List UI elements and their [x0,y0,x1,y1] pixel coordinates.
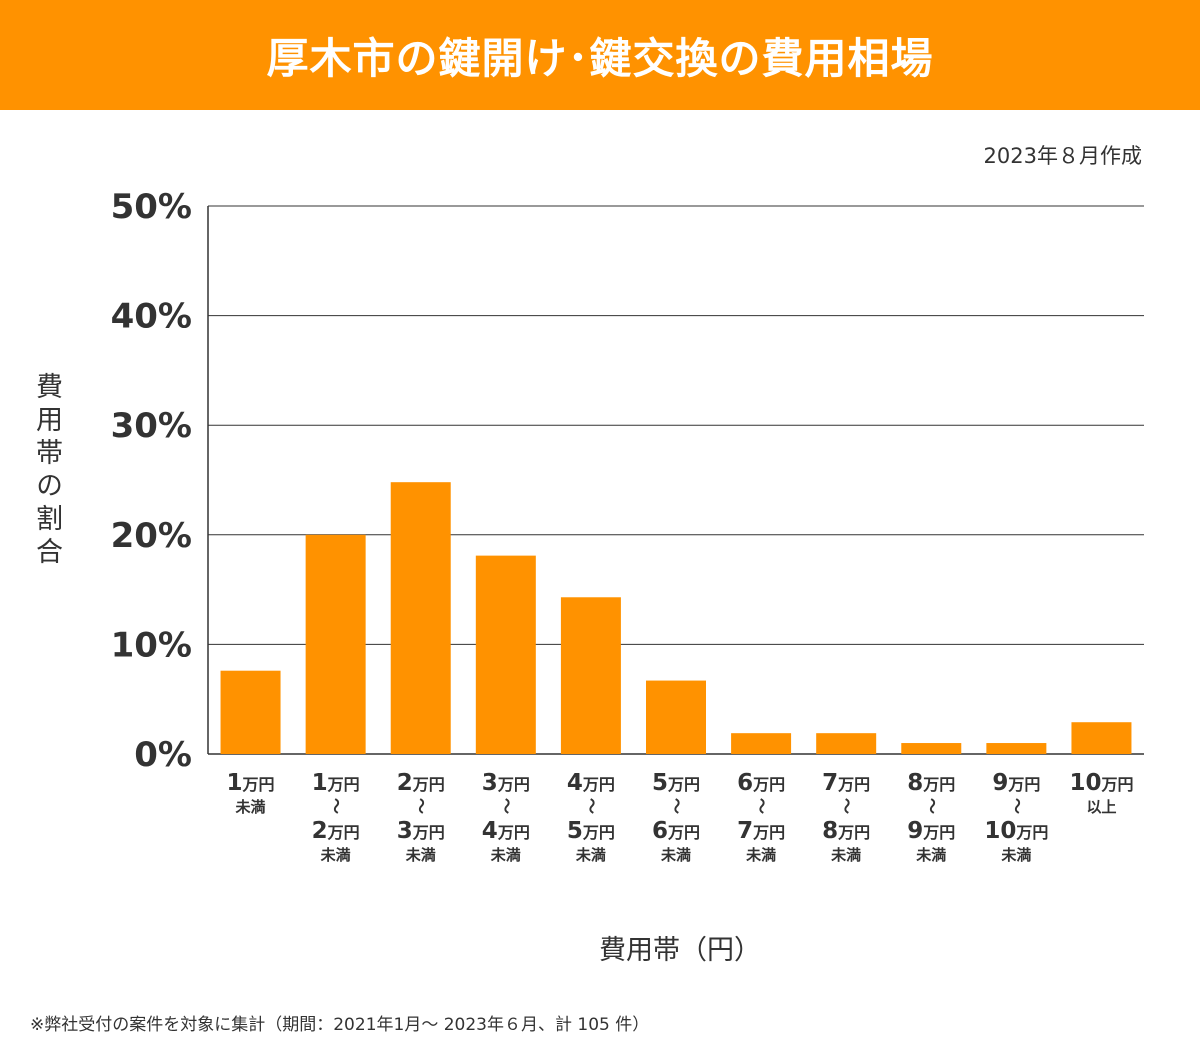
y-tick-label: 30% [111,406,192,446]
y-tick-label: 0% [134,735,192,775]
x-tick-label: 4万円 [482,818,530,844]
bar [1071,722,1132,754]
x-tick-label: 6万円 [652,818,700,844]
x-tick-label: 5万円 [652,770,700,796]
header-banner: 厚木市の鍵開け･鍵交換の費用相場 [0,0,1200,110]
x-tick-label: ～ [837,798,856,814]
y-axis-label: 費用帯の割合 [31,372,62,570]
x-tick-label: 未満 [660,846,691,864]
x-axis-label: 費用帯（円） [599,935,761,966]
bar [305,534,366,754]
x-tick-label: 7万円 [737,818,785,844]
x-tick-label: 2万円 [397,770,445,796]
x-tick-label: ～ [667,798,686,814]
x-tick-label: ～ [412,798,431,814]
bar [816,733,877,754]
y-tick-label: 20% [111,516,192,556]
x-tick-label: ～ [752,798,771,814]
x-tick-label: 未満 [745,846,776,864]
x-tick-label: 未満 [915,846,946,864]
x-tick-label: 10万円 [984,818,1048,844]
x-tick-label: 3万円 [482,770,530,796]
x-tick-label: 7万円 [822,770,870,796]
x-tick-label: 未満 [320,846,351,864]
bar [560,597,621,754]
x-tick-label: 3万円 [397,818,445,844]
bar [646,680,706,754]
x-tick-label: ～ [582,798,601,814]
y-tick-label: 50% [111,187,192,227]
x-tick-label: 未満 [575,846,606,864]
bar [901,743,962,754]
x-tick-label: 未満 [830,846,861,864]
y-tick-label: 40% [111,297,192,337]
x-tick-label: 6万円 [737,770,785,796]
bar [475,555,536,754]
x-tick-label: 5万円 [567,818,615,844]
x-tick-label: 未満 [490,846,521,864]
x-tick-label: 9万円 [907,818,955,844]
x-tick-label: 4万円 [567,770,615,796]
x-tick-label: 1万円 [227,770,275,796]
bar [731,733,792,754]
x-tick-label: 8万円 [907,770,955,796]
x-tick-label: 未満 [235,798,266,816]
x-tick-label: ～ [327,798,346,814]
x-tick-label: ～ [1007,798,1026,814]
x-tick-label: 以上 [1086,798,1116,816]
x-tick-label: 未満 [1000,846,1031,864]
bar [390,482,451,754]
created-date: 2023年８月作成 [983,144,1142,168]
bar [220,670,281,754]
x-tick-label: 2万円 [312,818,360,844]
chart-title: 厚木市の鍵開け･鍵交換の費用相場 [266,33,934,83]
x-tick-label: 9万円 [992,770,1040,796]
x-tick-label: 10万円 [1069,770,1133,796]
x-tick-label: 1万円 [312,770,360,796]
y-tick-label: 10% [111,625,192,665]
x-tick-label: 未満 [405,846,436,864]
x-tick-label: ～ [497,798,516,814]
bar [986,743,1047,754]
footnote: ※弊社受付の案件を対象に集計（期間：2021年1月～ 2023年６月、計 105… [30,1015,650,1035]
x-tick-label: 8万円 [822,818,870,844]
x-tick-label: ～ [922,798,941,814]
